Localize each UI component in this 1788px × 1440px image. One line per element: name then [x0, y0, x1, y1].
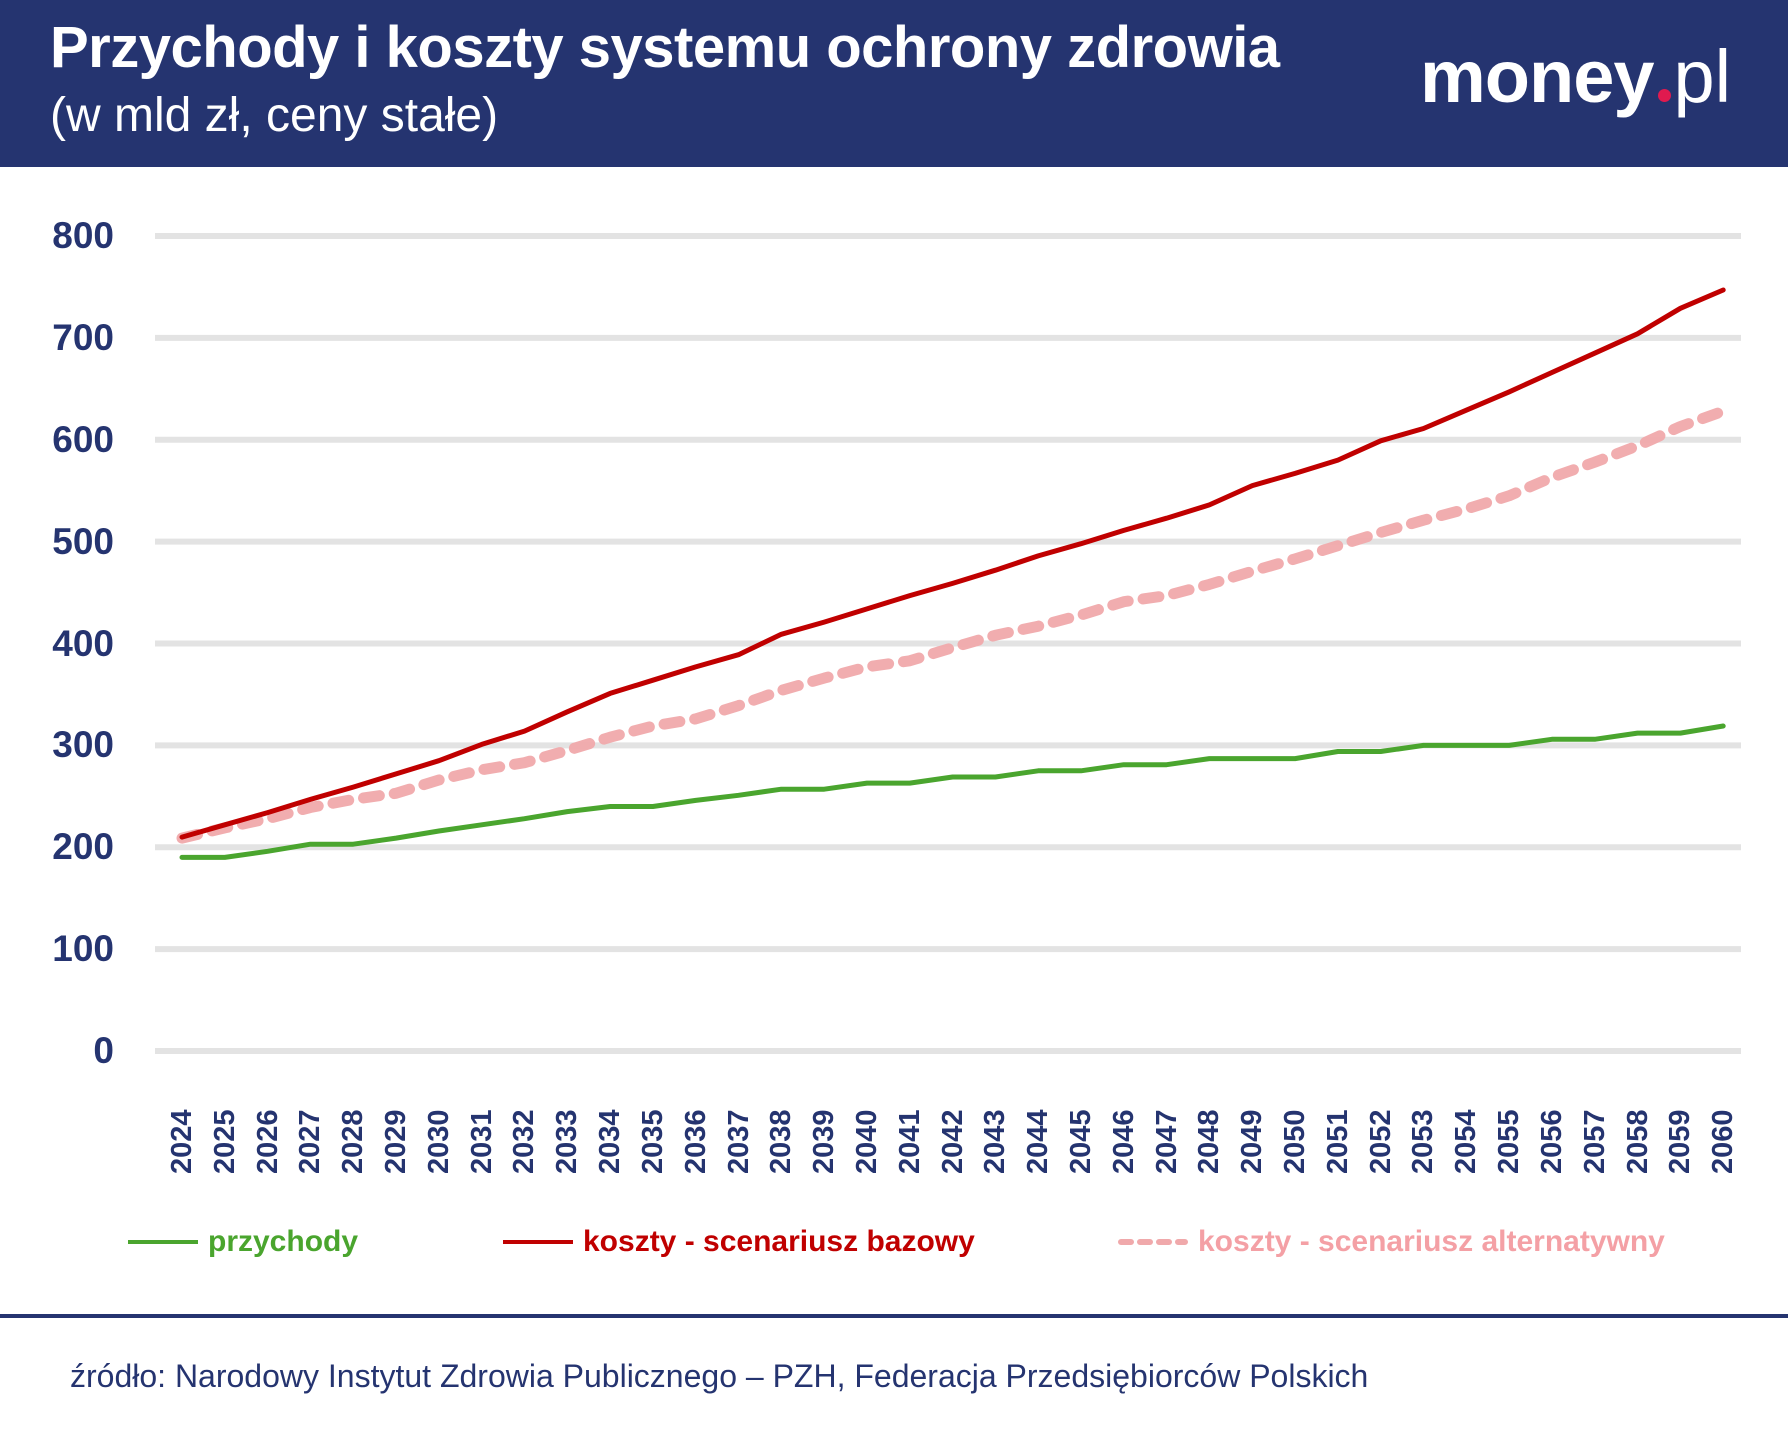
x-tick-label: 2025 — [208, 1109, 241, 1174]
x-tick-label: 2024 — [166, 1109, 198, 1174]
x-tick-label: 2033 — [551, 1109, 584, 1174]
x-tick-label: 2057 — [1578, 1109, 1611, 1174]
x-tick-label: 2052 — [1364, 1109, 1397, 1174]
chart-header: Przychody i koszty systemu ochrony zdrow… — [0, 0, 1788, 167]
x-tick-label: 2049 — [1236, 1109, 1269, 1174]
x-tick-label: 2027 — [294, 1109, 327, 1174]
y-tick-label: 100 — [52, 928, 114, 970]
x-tick-label: 2048 — [1193, 1109, 1226, 1174]
legend-item-alternatywny: koszty - scenariusz alternatywny — [1118, 1222, 1665, 1262]
x-tick-label: 2046 — [1107, 1109, 1140, 1174]
y-tick-label: 200 — [52, 826, 114, 868]
y-tick-label: 800 — [52, 215, 114, 256]
logo-tld: pl — [1673, 35, 1732, 118]
chart-subtitle: (w mld zł, ceny stałe) — [50, 89, 499, 142]
x-tick-label: 2054 — [1450, 1109, 1483, 1174]
x-tick-label: 2026 — [251, 1109, 284, 1174]
legend-item-przychody: przychody — [128, 1222, 358, 1262]
x-tick-label: 2047 — [1150, 1109, 1183, 1174]
x-tick-label: 2056 — [1535, 1109, 1568, 1174]
x-tick-label: 2031 — [465, 1109, 498, 1174]
legend-solid-line-icon — [128, 1240, 198, 1244]
x-tick-label: 2042 — [936, 1109, 969, 1174]
x-tick-label: 2035 — [636, 1109, 669, 1174]
x-tick-label: 2032 — [508, 1109, 541, 1174]
y-tick-label: 700 — [52, 316, 114, 358]
x-tick-label: 2053 — [1407, 1109, 1440, 1174]
x-tick-label: 2040 — [850, 1109, 883, 1174]
x-tick-label: 2051 — [1321, 1109, 1354, 1174]
logo-dot-icon — [1657, 89, 1671, 102]
series-line-alternatywny — [176, 405, 1729, 844]
legend-label-alternatywny: koszty - scenariusz alternatywny — [1198, 1225, 1665, 1258]
x-tick-label: 2030 — [422, 1109, 455, 1174]
y-tick-label: 300 — [52, 724, 114, 766]
x-tick-label: 2058 — [1621, 1109, 1654, 1174]
x-tick-label: 2036 — [679, 1109, 712, 1174]
x-tick-label: 2028 — [337, 1109, 370, 1174]
x-tick-label: 2055 — [1493, 1109, 1526, 1174]
x-tick-label: 2029 — [380, 1109, 413, 1174]
series-line-bazowy — [179, 287, 1726, 840]
x-tick-label: 2050 — [1279, 1109, 1312, 1174]
footer-divider — [0, 1314, 1788, 1318]
y-tick-label: 400 — [52, 622, 114, 664]
legend-item-bazowy: koszty - scenariusz bazowy — [503, 1222, 975, 1262]
x-tick-label: 2038 — [765, 1109, 798, 1174]
chart-title: Przychody i koszty systemu ochrony zdrow… — [50, 15, 1280, 80]
legend-label-bazowy: koszty - scenariusz bazowy — [583, 1225, 975, 1258]
x-tick-label: 2034 — [594, 1109, 627, 1174]
x-tick-label: 2059 — [1664, 1109, 1697, 1174]
x-tick-label: 2037 — [722, 1109, 755, 1174]
x-tick-label: 2039 — [808, 1109, 841, 1174]
x-tick-label: 2060 — [1707, 1109, 1740, 1174]
x-tick-label: 2041 — [893, 1109, 926, 1174]
money-pl-logo: money pl — [1420, 40, 1731, 114]
legend-label-przychody: przychody — [208, 1225, 359, 1258]
logo-name: money — [1420, 35, 1655, 118]
y-tick-label: 500 — [52, 520, 114, 562]
x-tick-label: 2045 — [1065, 1109, 1097, 1174]
series-line-przychody — [179, 723, 1726, 860]
x-tick-label: 2043 — [979, 1109, 1012, 1174]
line-chart-plot — [155, 233, 1741, 1054]
legend-solid-line-icon — [503, 1240, 573, 1244]
x-tick-label: 2044 — [1022, 1109, 1055, 1174]
source-note: źródło: Narodowy Instytut Zdrowia Public… — [70, 1358, 1369, 1394]
y-tick-label: 0 — [93, 1030, 114, 1071]
y-tick-label: 600 — [52, 418, 114, 460]
legend-dashed-line-icon — [1118, 1239, 1188, 1245]
